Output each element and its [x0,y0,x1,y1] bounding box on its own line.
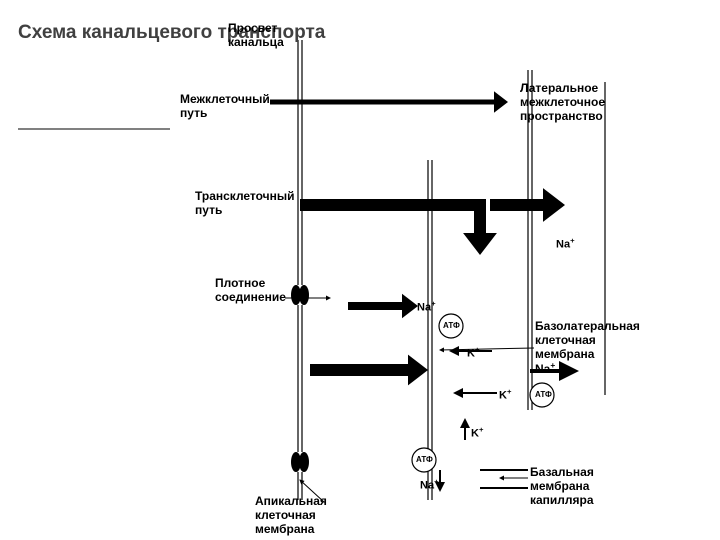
label-na-1: Na+ [556,237,575,251]
label-na-3: Na+ [420,478,439,492]
label-k-1: K+ [467,346,479,360]
label-basolateral: БазолатеральнаяклеточнаямембранаNa+ [535,320,640,377]
title-underline [18,128,170,130]
label-transcell: Трансклеточныйпуть [195,190,295,218]
label-k-3: K+ [471,426,483,440]
label-atp-2: АТФ [535,390,552,399]
label-lumen: Просветканальца [228,22,284,50]
label-na-2: Na+ [417,300,436,314]
label-atp-3: АТФ [416,455,433,464]
label-lateral: Латеральноемежклеточноепространство [520,82,605,123]
label-intercell: Межклеточныйпуть [180,93,270,121]
label-atp-1: АТФ [443,321,460,330]
label-basal: Базальнаямембранакапилляра [530,466,594,507]
label-tight: Плотноесоединение [215,277,286,305]
label-apical: Апикальнаяклеточнаямембрана [255,495,327,536]
label-k-2: K+ [499,388,511,402]
transport-diagram [0,0,720,540]
